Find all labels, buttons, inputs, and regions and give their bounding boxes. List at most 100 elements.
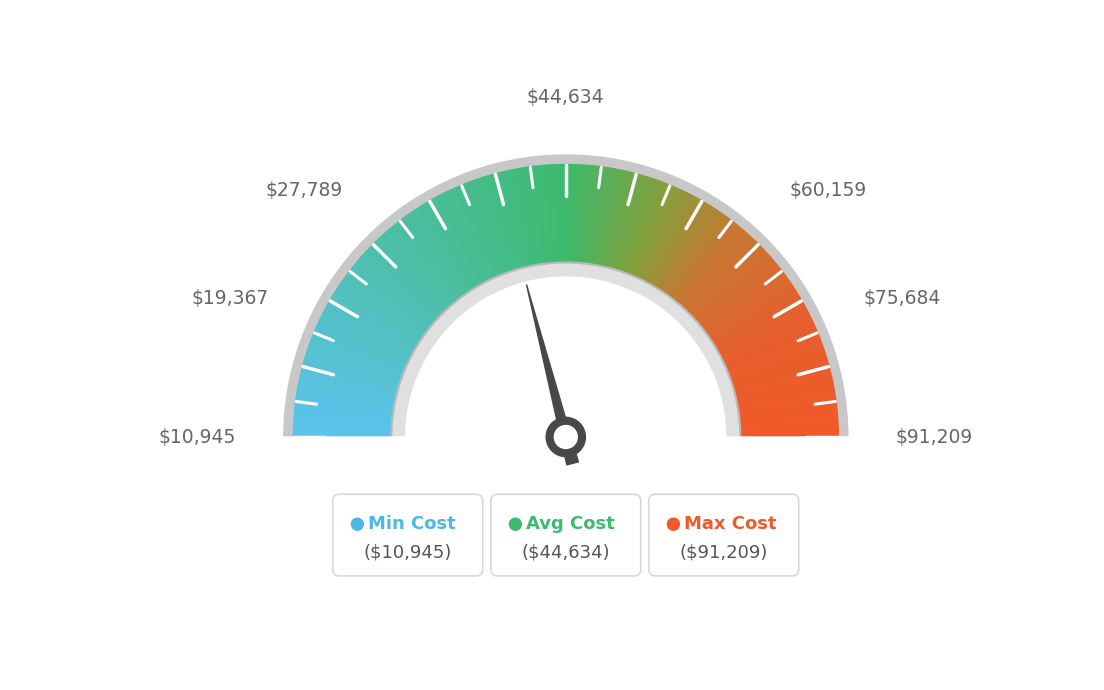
Wedge shape xyxy=(517,168,535,266)
Wedge shape xyxy=(301,367,397,393)
Wedge shape xyxy=(338,286,421,342)
Wedge shape xyxy=(606,172,631,268)
Wedge shape xyxy=(331,297,416,348)
Wedge shape xyxy=(613,175,641,270)
Wedge shape xyxy=(490,175,519,270)
Wedge shape xyxy=(740,417,838,426)
Wedge shape xyxy=(647,196,696,284)
Wedge shape xyxy=(659,207,713,290)
Wedge shape xyxy=(347,273,426,333)
Wedge shape xyxy=(333,293,417,346)
Wedge shape xyxy=(549,165,556,263)
Wedge shape xyxy=(740,428,838,433)
Wedge shape xyxy=(514,169,534,266)
Wedge shape xyxy=(538,166,550,264)
Wedge shape xyxy=(676,226,740,303)
Wedge shape xyxy=(454,188,496,278)
Wedge shape xyxy=(672,221,734,300)
Wedge shape xyxy=(739,401,836,415)
Wedge shape xyxy=(693,252,767,319)
Wedge shape xyxy=(310,341,403,377)
Wedge shape xyxy=(528,167,542,264)
Wedge shape xyxy=(740,409,837,421)
Wedge shape xyxy=(309,343,402,378)
Wedge shape xyxy=(649,197,697,284)
Wedge shape xyxy=(448,190,491,280)
Wedge shape xyxy=(721,313,809,359)
Wedge shape xyxy=(335,291,418,345)
Wedge shape xyxy=(340,282,423,339)
Wedge shape xyxy=(384,233,450,307)
Wedge shape xyxy=(731,351,825,383)
Wedge shape xyxy=(353,265,431,328)
Wedge shape xyxy=(314,331,405,371)
Wedge shape xyxy=(352,266,429,329)
Wedge shape xyxy=(442,193,488,282)
Wedge shape xyxy=(650,198,699,285)
Wedge shape xyxy=(349,270,428,331)
Wedge shape xyxy=(393,264,739,437)
Wedge shape xyxy=(296,395,393,411)
Wedge shape xyxy=(427,201,478,287)
Wedge shape xyxy=(346,275,425,335)
Wedge shape xyxy=(376,240,445,312)
Wedge shape xyxy=(420,206,474,290)
Wedge shape xyxy=(645,194,691,282)
Wedge shape xyxy=(436,196,485,284)
Wedge shape xyxy=(394,224,457,302)
Wedge shape xyxy=(530,167,544,264)
Wedge shape xyxy=(546,165,555,263)
Wedge shape xyxy=(688,243,758,314)
Wedge shape xyxy=(560,165,563,263)
Wedge shape xyxy=(305,357,400,387)
Wedge shape xyxy=(302,365,397,393)
Wedge shape xyxy=(256,437,875,690)
Wedge shape xyxy=(640,190,683,280)
Wedge shape xyxy=(740,411,837,422)
Wedge shape xyxy=(299,377,395,400)
Wedge shape xyxy=(407,214,466,295)
Text: Max Cost: Max Cost xyxy=(684,515,777,533)
Wedge shape xyxy=(735,375,831,399)
Wedge shape xyxy=(295,407,393,420)
Wedge shape xyxy=(410,213,467,295)
Wedge shape xyxy=(429,200,479,286)
Wedge shape xyxy=(705,273,785,333)
Wedge shape xyxy=(585,166,598,264)
Wedge shape xyxy=(540,166,551,264)
Wedge shape xyxy=(360,257,435,323)
Wedge shape xyxy=(739,405,837,418)
Wedge shape xyxy=(739,399,836,414)
Wedge shape xyxy=(339,284,422,340)
Wedge shape xyxy=(735,373,831,397)
Wedge shape xyxy=(295,409,392,421)
Wedge shape xyxy=(602,170,623,266)
Wedge shape xyxy=(484,177,514,270)
Wedge shape xyxy=(696,255,771,322)
Wedge shape xyxy=(587,167,602,264)
Wedge shape xyxy=(641,191,686,280)
Wedge shape xyxy=(294,420,392,427)
Wedge shape xyxy=(369,248,440,317)
Wedge shape xyxy=(533,166,546,264)
Wedge shape xyxy=(702,266,779,329)
Wedge shape xyxy=(301,369,397,395)
Wedge shape xyxy=(391,227,455,304)
Wedge shape xyxy=(667,215,726,296)
Wedge shape xyxy=(294,413,392,424)
Circle shape xyxy=(668,518,679,530)
Wedge shape xyxy=(740,420,838,427)
Wedge shape xyxy=(626,181,662,274)
Wedge shape xyxy=(502,172,527,268)
Wedge shape xyxy=(654,201,704,287)
Wedge shape xyxy=(368,249,439,317)
Wedge shape xyxy=(523,168,540,265)
Wedge shape xyxy=(302,363,397,391)
Wedge shape xyxy=(624,180,658,273)
Wedge shape xyxy=(318,323,407,365)
Wedge shape xyxy=(732,353,826,384)
Wedge shape xyxy=(662,210,719,293)
Wedge shape xyxy=(433,198,481,285)
Wedge shape xyxy=(643,193,688,281)
Wedge shape xyxy=(625,181,660,273)
